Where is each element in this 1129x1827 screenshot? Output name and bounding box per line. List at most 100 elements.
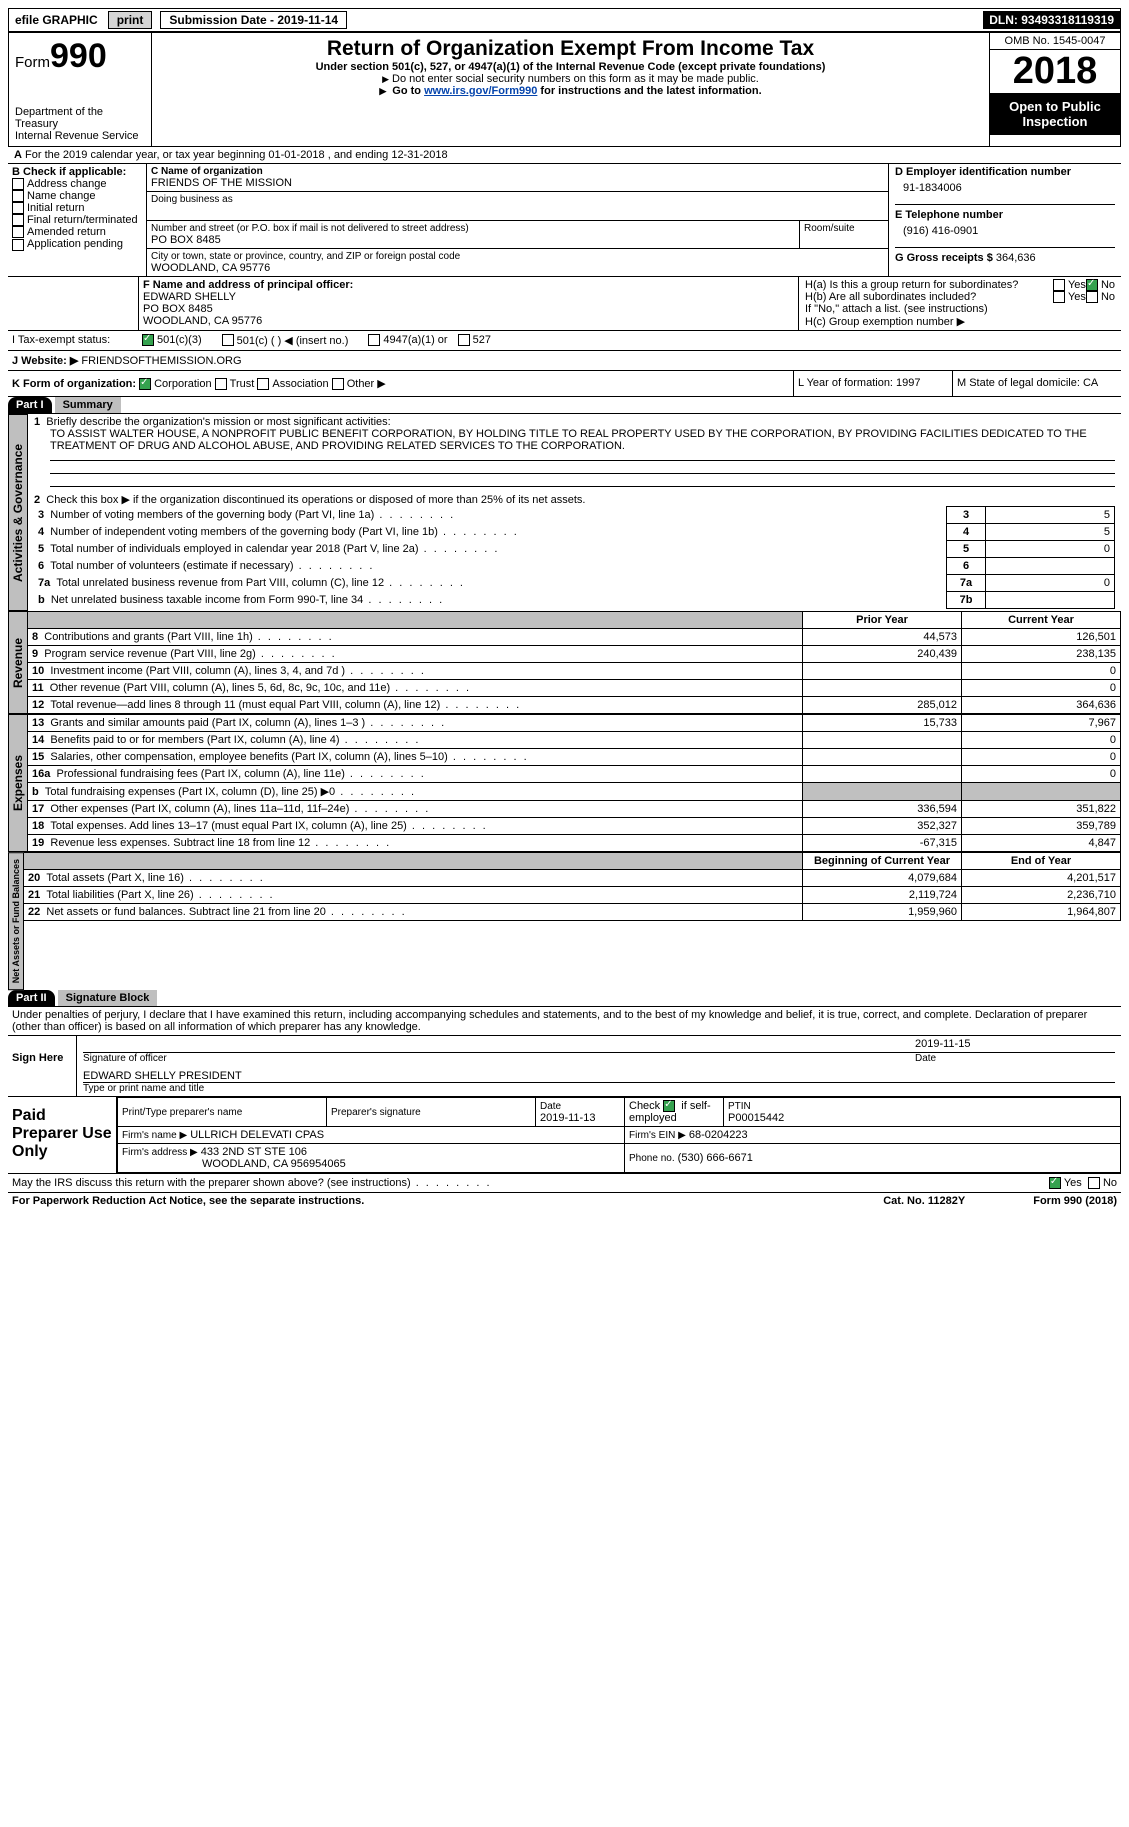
officer-addr1: PO BOX 8485 bbox=[143, 303, 794, 315]
self-emp-label: Check bbox=[629, 1100, 663, 1112]
prep-date-label: Date bbox=[540, 1101, 620, 1112]
k-assoc-checkbox[interactable] bbox=[257, 378, 269, 390]
box-k-label: K Form of organization: bbox=[12, 378, 136, 390]
k-trust-checkbox[interactable] bbox=[215, 378, 227, 390]
k-assoc: Association bbox=[272, 378, 328, 390]
discuss-no-checkbox[interactable] bbox=[1088, 1177, 1100, 1189]
ha-yes-checkbox[interactable] bbox=[1053, 279, 1065, 291]
yes-label: Yes bbox=[1068, 291, 1086, 303]
firm-phone: (530) 666-6671 bbox=[678, 1152, 753, 1164]
discuss-label: May the IRS discuss this return with the… bbox=[12, 1177, 1049, 1189]
prep-date: 2019-11-13 bbox=[540, 1112, 620, 1124]
footer-left: For Paperwork Reduction Act Notice, see … bbox=[12, 1195, 883, 1207]
tab-governance: Activities & Governance bbox=[8, 414, 28, 611]
submission-date: Submission Date - 2019-11-14 bbox=[160, 11, 347, 29]
date-label: Date bbox=[915, 1053, 1115, 1064]
officer-printed: EDWARD SHELLY PRESIDENT bbox=[83, 1070, 1115, 1083]
header-right: OMB No. 1545-0047 2018 Open to Public In… bbox=[989, 33, 1120, 146]
opt-501c3: 501(c)(3) bbox=[157, 334, 202, 347]
discuss-yes-checkbox[interactable] bbox=[1049, 1177, 1061, 1189]
box-m: M State of legal domicile: CA bbox=[953, 371, 1121, 396]
k-corp-checkbox[interactable] bbox=[139, 378, 151, 390]
prep-sig-label: Preparer's signature bbox=[331, 1107, 531, 1118]
k-corp: Corporation bbox=[154, 378, 211, 390]
gross-receipts: 364,636 bbox=[996, 252, 1036, 264]
527-checkbox[interactable] bbox=[458, 334, 470, 346]
org-name: FRIENDS OF THE MISSION bbox=[151, 177, 884, 189]
phone: (916) 416-0901 bbox=[903, 225, 1115, 237]
yes-label: Yes bbox=[1064, 1177, 1082, 1189]
dba-label: Doing business as bbox=[151, 194, 884, 205]
tab-revenue: Revenue bbox=[8, 611, 28, 714]
sign-here: Sign Here bbox=[8, 1036, 76, 1096]
omb-number: OMB No. 1545-0047 bbox=[990, 33, 1120, 50]
firm-addr2: WOODLAND, CA 956954065 bbox=[202, 1158, 346, 1170]
h-note: If "No," attach a list. (see instruction… bbox=[805, 303, 1115, 315]
501c3-checkbox[interactable] bbox=[142, 334, 154, 346]
no-label: No bbox=[1101, 291, 1115, 303]
form990-link[interactable]: www.irs.gov/Form990 bbox=[424, 85, 537, 97]
k-other-checkbox[interactable] bbox=[332, 378, 344, 390]
hdr-prior: Prior Year bbox=[803, 612, 962, 629]
opt-4947: 4947(a)(1) or bbox=[383, 334, 447, 347]
ptin-label: PTIN bbox=[728, 1101, 1116, 1112]
boxb-item: Address change bbox=[27, 178, 107, 190]
501c-checkbox[interactable] bbox=[222, 334, 234, 346]
firm-ein-label: Firm's EIN ▶ bbox=[629, 1130, 686, 1141]
yes-label: Yes bbox=[1068, 279, 1086, 291]
boxb-checkbox[interactable] bbox=[12, 190, 24, 202]
firm-addr-label: Firm's address ▶ bbox=[122, 1147, 198, 1158]
tab-netassets: Net Assets or Fund Balances bbox=[8, 852, 24, 990]
boxb-checkbox[interactable] bbox=[12, 214, 24, 226]
org-address: PO BOX 8485 bbox=[151, 234, 795, 246]
ptin: P00015442 bbox=[728, 1112, 1116, 1124]
tab-expenses: Expenses bbox=[8, 714, 28, 852]
hdr-beg: Beginning of Current Year bbox=[803, 853, 962, 870]
form-number: 990 bbox=[50, 37, 107, 75]
room-label: Room/suite bbox=[799, 221, 888, 248]
box-g-label: G Gross receipts $ bbox=[895, 252, 993, 264]
firm-ein: 68-0204223 bbox=[689, 1129, 748, 1141]
part-ii-bar: Part II bbox=[8, 990, 55, 1006]
box-l: L Year of formation: 1997 bbox=[794, 371, 953, 396]
ein: 91-1834006 bbox=[903, 182, 1115, 194]
4947-checkbox[interactable] bbox=[368, 334, 380, 346]
hb-yes-checkbox[interactable] bbox=[1053, 291, 1065, 303]
h-a: H(a) Is this a group return for subordin… bbox=[805, 279, 1053, 291]
form-title: Return of Organization Exempt From Incom… bbox=[158, 37, 983, 61]
print-button[interactable]: print bbox=[108, 11, 153, 29]
opt-527: 527 bbox=[473, 334, 491, 347]
open-public: Open to Public Inspection bbox=[990, 93, 1120, 135]
no-label: No bbox=[1103, 1177, 1117, 1189]
footer-mid: Cat. No. 11282Y bbox=[883, 1195, 1033, 1207]
k-trust: Trust bbox=[230, 378, 255, 390]
boxb-item: Final return/terminated bbox=[27, 214, 138, 226]
boxb-checkbox[interactable] bbox=[12, 226, 24, 238]
hb-no-checkbox[interactable] bbox=[1086, 291, 1098, 303]
no-label: No bbox=[1101, 279, 1115, 291]
q1-label: Briefly describe the organization's miss… bbox=[46, 416, 390, 428]
form-subtitle: Under section 501(c), 527, or 4947(a)(1)… bbox=[158, 61, 983, 73]
goto-post: for instructions and the latest informat… bbox=[537, 85, 761, 97]
ha-no-checkbox[interactable] bbox=[1086, 279, 1098, 291]
hdr-end: End of Year bbox=[962, 853, 1121, 870]
boxb-item: Initial return bbox=[27, 202, 84, 214]
efile-label: efile GRAPHIC bbox=[9, 11, 104, 29]
dept-treasury: Department of the Treasury Internal Reve… bbox=[15, 106, 145, 142]
firm-phone-label: Phone no. bbox=[629, 1153, 675, 1164]
box-h: H(a) Is this a group return for subordin… bbox=[799, 277, 1121, 330]
boxb-item: Application pending bbox=[27, 238, 123, 250]
firm-addr1: 433 2ND ST STE 106 bbox=[201, 1146, 307, 1158]
boxb-checkbox[interactable] bbox=[12, 239, 24, 251]
q2-label: Check this box ▶ if the organization dis… bbox=[46, 494, 585, 506]
footer-right: Form 990 (2018) bbox=[1033, 1195, 1117, 1207]
self-emp-checkbox[interactable] bbox=[663, 1100, 675, 1112]
form-id-box: Form990 Department of the Treasury Inter… bbox=[9, 33, 152, 146]
boxb-checkbox[interactable] bbox=[12, 202, 24, 214]
boxb-checkbox[interactable] bbox=[12, 178, 24, 190]
h-c: H(c) Group exemption number ▶ bbox=[805, 315, 1115, 328]
opt-501c: 501(c) ( ) ◀ (insert no.) bbox=[237, 334, 349, 347]
box-f-label: F Name and address of principal officer: bbox=[143, 279, 794, 291]
officer-name: EDWARD SHELLY bbox=[143, 291, 794, 303]
box-c-name-label: C Name of organization bbox=[151, 166, 884, 177]
